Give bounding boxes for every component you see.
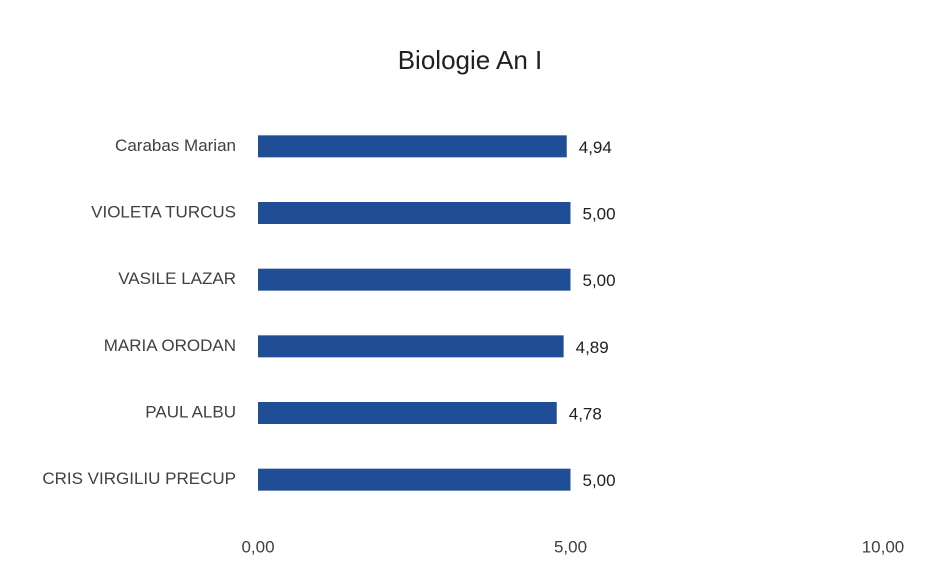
y-tick-label: Carabas Marian bbox=[115, 136, 236, 155]
bar bbox=[258, 402, 557, 424]
data-label: 5,00 bbox=[583, 471, 616, 490]
data-label: 4,78 bbox=[569, 404, 602, 423]
y-tick-label: VASILE LAZAR bbox=[118, 269, 236, 288]
x-tick-label: 10,00 bbox=[862, 537, 905, 556]
data-label: 5,00 bbox=[583, 204, 616, 223]
bar bbox=[258, 468, 571, 491]
y-tick-label: VIOLETA TURCUS bbox=[91, 202, 236, 221]
y-tick-label: CRIS VIRGILIU PRECUP bbox=[42, 469, 236, 488]
x-tick-label: 0,00 bbox=[241, 537, 274, 556]
bar bbox=[258, 335, 564, 358]
data-label: 4,94 bbox=[579, 138, 612, 157]
bar bbox=[258, 135, 567, 158]
y-tick-label: MARIA ORODAN bbox=[104, 336, 236, 355]
bar bbox=[258, 268, 571, 291]
bar bbox=[258, 202, 571, 224]
data-label: 5,00 bbox=[583, 271, 616, 290]
y-tick-label: PAUL ALBU bbox=[145, 402, 236, 421]
chart-title: Biologie An I bbox=[398, 45, 543, 75]
x-tick-label: 5,00 bbox=[554, 537, 587, 556]
data-label: 4,89 bbox=[576, 338, 609, 357]
